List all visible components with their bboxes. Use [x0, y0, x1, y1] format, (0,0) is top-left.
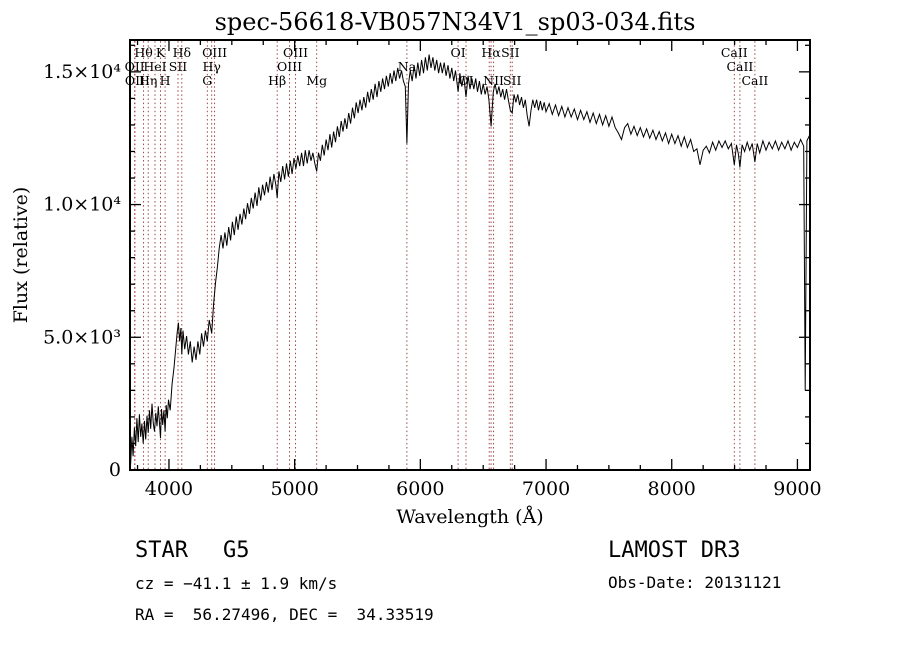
spectral-line-label: OIII: [277, 59, 302, 74]
spectral-line-label: HeI: [143, 59, 166, 74]
spectral-line-label: G: [202, 73, 212, 88]
x-tick-label: 5000: [270, 478, 318, 500]
object-subclass: G5: [223, 538, 250, 563]
survey-name: LAMOST DR3: [608, 538, 740, 563]
x-axis-title: Wavelength (Å): [396, 506, 543, 528]
spectral-line-label: Hη: [139, 73, 157, 88]
y-tick-label: 5.0×10³: [43, 326, 121, 348]
ra-dec-value: RA = 56.27496, DEC = 34.33519: [135, 605, 434, 624]
spectral-line-label: Hδ: [173, 45, 191, 60]
spectral-line-label: OIII: [283, 45, 308, 60]
cz-value: cz = −41.1 ± 1.9 km/s: [135, 574, 337, 593]
x-tick-label: 8000: [648, 478, 696, 500]
spectral-line-label: OI: [451, 45, 466, 60]
x-tick-label: 7000: [522, 478, 570, 500]
spectral-line-label: CaII: [741, 73, 768, 88]
x-tick-label: 6000: [396, 478, 444, 500]
y-tick-label: 0: [109, 459, 121, 481]
spectral-line-label: Hα: [481, 45, 501, 60]
y-axis-title: Flux (relative): [10, 187, 32, 324]
spectral-line-label: H: [160, 73, 171, 88]
y-tick-label: 1.0×10⁴: [43, 194, 121, 216]
plot-title: spec-56618-VB057N34V1_sp03-034.fits: [215, 8, 696, 36]
spectral-line-label: CaII: [726, 59, 753, 74]
spectral-line-label: Na: [398, 59, 417, 74]
spectral-line-label: SII: [169, 59, 188, 74]
spectral-line-label: Mg: [306, 73, 327, 88]
x-tick-label: 4000: [145, 478, 193, 500]
spectral-line-label: NII: [483, 73, 504, 88]
chart-canvas: OIIOIIHθHηHeIKHSIIHδGHγOIIIHβOIIIOIIIMgN…: [43, 39, 822, 500]
x-tick-label: 9000: [773, 478, 821, 500]
spectral-line-label: SII: [501, 45, 520, 60]
obs-date: Obs-Date: 20131121: [608, 573, 781, 592]
spectral-line-label: OIII: [202, 45, 227, 60]
plot-frame: [129, 39, 811, 471]
object-type: STAR: [135, 538, 189, 563]
spectral-line-label: CaII: [721, 45, 748, 60]
spectral-line-label: Hβ: [268, 73, 286, 88]
spectral-line-label: Hθ: [134, 45, 152, 60]
y-tick-label: 1.5×10⁴: [43, 61, 121, 83]
spectral-line-label: SII: [503, 73, 522, 88]
spectral-line-label: Hγ: [203, 59, 221, 74]
spectral-line-label: OI: [458, 73, 473, 88]
spectrum-trace: [130, 54, 810, 465]
spectral-line-label: K: [156, 45, 166, 60]
